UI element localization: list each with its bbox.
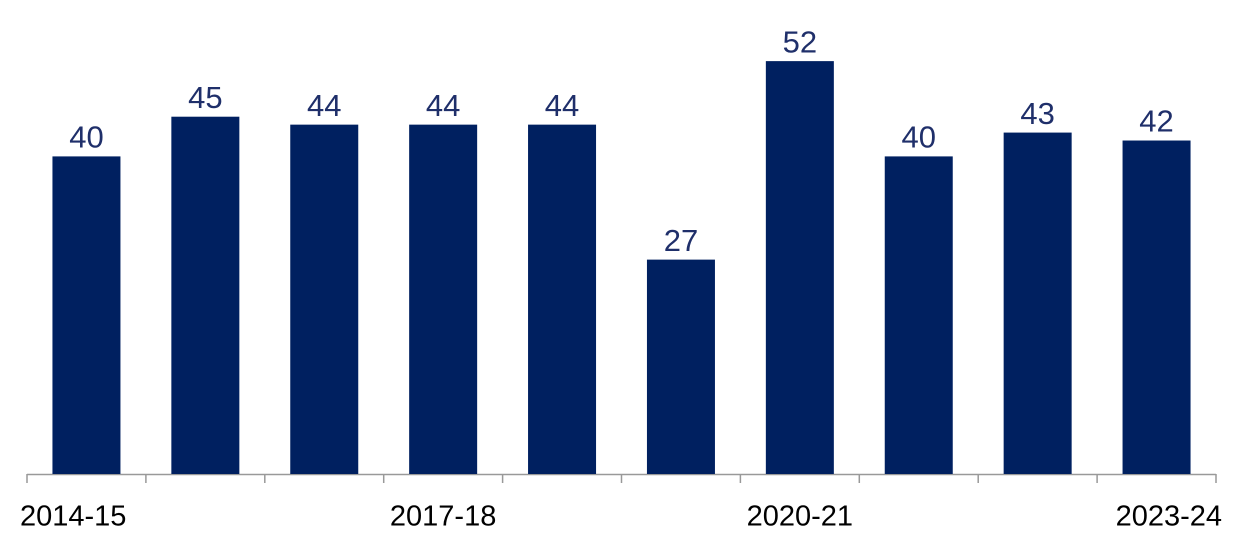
bar [171, 116, 240, 474]
bar [52, 156, 121, 474]
value-label: 40 [902, 120, 936, 155]
value-label: 27 [664, 223, 698, 258]
bar [646, 259, 715, 474]
value-label: 40 [69, 120, 103, 155]
bar [528, 124, 597, 474]
value-label: 44 [545, 88, 579, 123]
x-tick-label: 2023-24 [1116, 501, 1222, 533]
bar [884, 156, 953, 474]
value-label: 44 [307, 88, 341, 123]
value-label: 45 [188, 80, 222, 115]
bar [409, 124, 478, 474]
x-tick-label: 2020-21 [747, 501, 853, 533]
bar [290, 124, 359, 474]
x-tick-label: 2017-18 [390, 501, 496, 533]
value-label: 43 [1020, 96, 1054, 131]
bar [765, 61, 834, 475]
bar [1003, 132, 1072, 474]
value-label: 52 [783, 24, 817, 59]
value-label: 42 [1139, 104, 1173, 139]
x-tick-label: 2014-15 [20, 501, 126, 533]
value-label: 44 [426, 88, 460, 123]
bar [1122, 140, 1191, 474]
